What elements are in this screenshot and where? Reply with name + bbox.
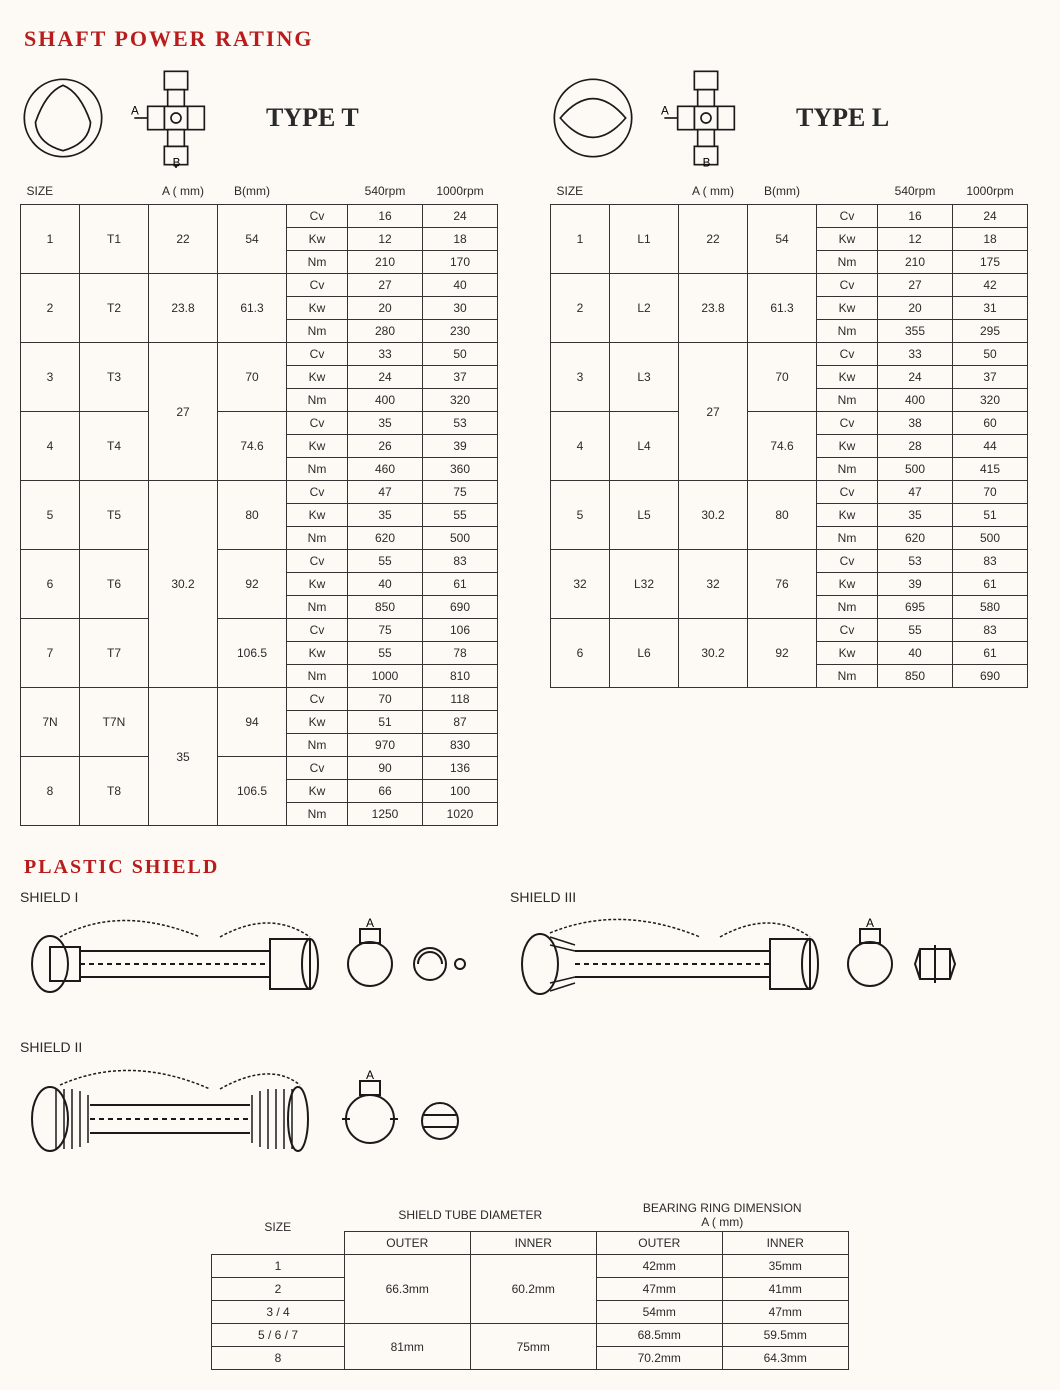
- type-l-label: TYPE L: [796, 103, 889, 133]
- svg-text:B: B: [703, 156, 711, 168]
- svg-text:A: A: [661, 105, 669, 118]
- svg-text:A: A: [866, 916, 874, 930]
- triangle-profile-icon: [20, 75, 106, 161]
- shield-2-icon: A: [20, 1059, 480, 1169]
- table-row: 3L32770Cv3350: [551, 343, 1028, 366]
- table-row: 166.3mm60.2mm42mm35mm: [212, 1255, 849, 1278]
- svg-text:A: A: [366, 916, 374, 930]
- type-l-table: SIZE A ( mm) B(mm) 540rpm 1000rpm 1L1225…: [550, 178, 1028, 688]
- svg-text:B: B: [173, 156, 181, 168]
- table-row: 2T223.861.3Cv2740: [21, 274, 498, 297]
- table-row: 4T474.6Cv3553: [21, 412, 498, 435]
- table-row: 1T12254Cv1624: [21, 205, 498, 228]
- plastic-shield-title: PLASTIC SHIELD: [24, 856, 1040, 879]
- type-t-column: A B TYPE T SIZE A ( mm) B(mm) 540rpm 100…: [20, 62, 510, 826]
- svg-text:A: A: [366, 1068, 374, 1082]
- type-t-label: TYPE T: [266, 103, 359, 133]
- table-row: 32L323276Cv5383: [551, 550, 1028, 573]
- shield-table: SIZE SHIELD TUBE DIAMETER BEARING RING D…: [211, 1199, 849, 1370]
- cross-joint-icon: A B: [126, 68, 226, 168]
- shaft-power-title: SHAFT POWER RATING: [24, 26, 1040, 52]
- table-row: 1L12254Cv1624: [551, 205, 1028, 228]
- shield-3-block: SHIELD III A: [510, 889, 980, 1009]
- table-row: 2L223.861.3Cv2742: [551, 274, 1028, 297]
- svg-text:A: A: [131, 105, 139, 118]
- table-row: 5L530.280Cv4770: [551, 481, 1028, 504]
- table-row: 6T692Cv5583: [21, 550, 498, 573]
- type-t-table: SIZE A ( mm) B(mm) 540rpm 1000rpm 1T1225…: [20, 178, 498, 826]
- cross-joint-icon: A B: [656, 68, 756, 168]
- table-row: 8T8106.5Cv90136: [21, 757, 498, 780]
- shield-1-block: SHIELD I A: [20, 889, 490, 1009]
- table-row: 6L630.292Cv5583: [551, 619, 1028, 642]
- table-row: 3T32770Cv3350: [21, 343, 498, 366]
- lemon-profile-icon: [550, 75, 636, 161]
- shield-3-icon: A: [510, 909, 970, 1009]
- table-row: 5T530.280Cv4775: [21, 481, 498, 504]
- table-row: 7NT7N3594Cv70118: [21, 688, 498, 711]
- table-row: 4L474.6Cv3860: [551, 412, 1028, 435]
- table-row: 7T7106.5Cv75106: [21, 619, 498, 642]
- type-l-column: A B TYPE L SIZE A ( mm) B(mm) 540rpm 100…: [550, 62, 1040, 688]
- table-row: 5 / 6 / 781mm75mm68.5mm59.5mm: [212, 1324, 849, 1347]
- shield-2-block: SHIELD II: [20, 1039, 490, 1169]
- shield-1-icon: A: [20, 909, 480, 1009]
